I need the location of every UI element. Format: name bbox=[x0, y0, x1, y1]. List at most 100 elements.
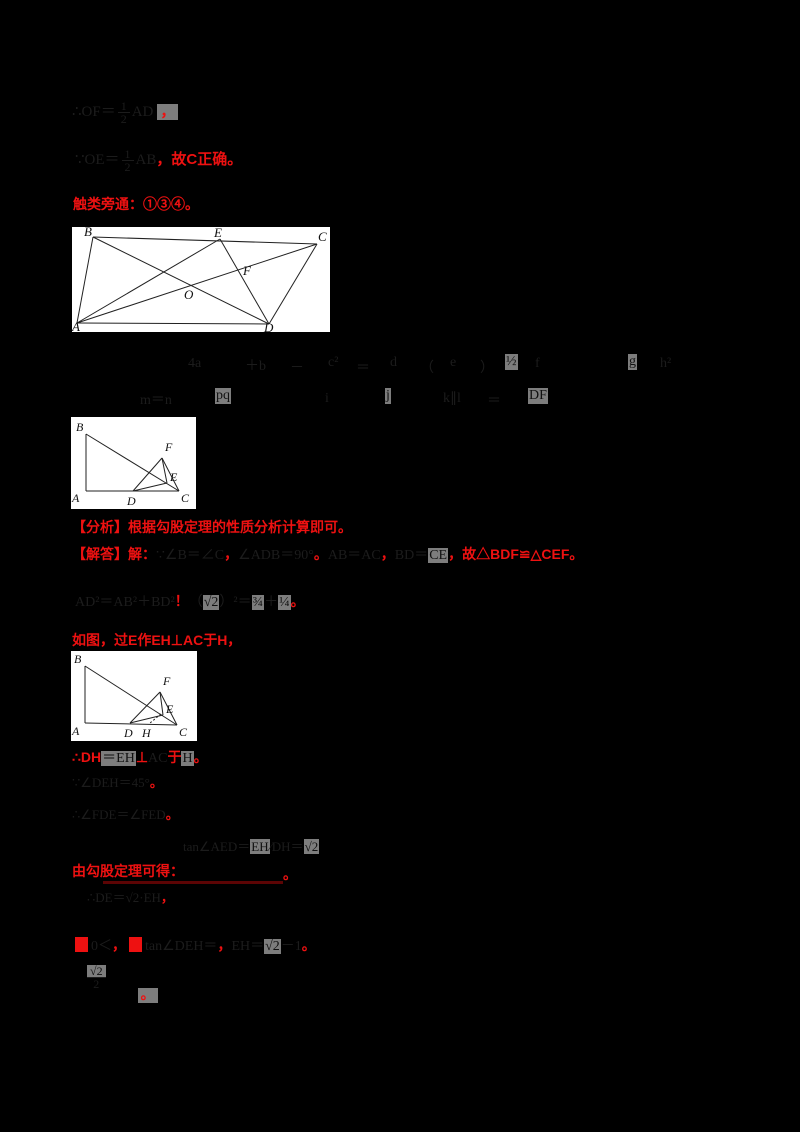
red-period-mark: 。 bbox=[283, 866, 297, 882]
vertex-label-F: F bbox=[242, 263, 252, 278]
vertex-label-D: D bbox=[123, 726, 133, 740]
vertex-label-C: C bbox=[318, 229, 327, 244]
vertex-label-D: D bbox=[126, 494, 136, 508]
text-segment: ∴DH bbox=[72, 749, 102, 765]
text-segment: ¼ bbox=[278, 595, 291, 610]
red-block-char bbox=[75, 937, 88, 952]
faint-line-3: ∴DE＝√2·EH， bbox=[87, 890, 174, 906]
text-segment: AC bbox=[148, 751, 168, 766]
scatter-formula-fragment: （ bbox=[420, 361, 434, 376]
scatter-formula-fragment: － bbox=[290, 361, 304, 376]
vertex-label-A: A bbox=[72, 319, 80, 332]
text-segment: ¾ bbox=[251, 595, 265, 610]
vertex-label-O: O bbox=[184, 287, 194, 302]
text-segment: √2 bbox=[202, 595, 220, 610]
vertex-label-F: F bbox=[162, 674, 171, 688]
text-segment: ）²＝ bbox=[219, 595, 252, 610]
vertex-label-C: C bbox=[179, 725, 188, 739]
text-segment: BD＝ bbox=[394, 548, 429, 563]
scatter-formula-fragment: i bbox=[325, 391, 329, 406]
text-segment: ∠ADB＝90° bbox=[238, 548, 314, 563]
text-segment: ， bbox=[160, 890, 174, 905]
text-segment: ！ bbox=[174, 593, 189, 609]
text-segment: ∕DH＝ bbox=[269, 839, 304, 854]
text-segment: ， bbox=[217, 937, 232, 953]
scatter-formula-fragment: ½ bbox=[505, 354, 518, 370]
right-triangle-diagram-1: B F E A D C bbox=[71, 420, 190, 508]
text-segment: （ bbox=[188, 595, 203, 610]
text-segment: √2 bbox=[303, 839, 320, 854]
formula-line-3: AD²＝AB²＋BD²！（√2）²＝¾＋¼。 bbox=[75, 593, 305, 612]
scatter-formula-fragment: k∥l bbox=[443, 391, 461, 406]
vertex-label-B: B bbox=[76, 420, 84, 434]
fraction-denominator: 2 bbox=[120, 112, 127, 126]
scatter-formula-fragment: ＝ bbox=[487, 394, 501, 409]
text-segment: √2 bbox=[264, 939, 281, 954]
formula-text: ∵OE＝ bbox=[75, 151, 120, 168]
text-segment: 0＜ bbox=[91, 939, 112, 954]
fraction-numerator: √2 bbox=[87, 965, 106, 978]
text-segment: ， bbox=[380, 546, 395, 562]
right-triangle-figure-2: B F E A D H C bbox=[71, 651, 197, 741]
text-segment: ， bbox=[448, 546, 463, 562]
text-segment: 。 bbox=[290, 593, 305, 609]
red-conclusion-text: ，故C正确。 bbox=[156, 150, 243, 168]
vertex-label-E: E bbox=[169, 470, 178, 484]
text-segment: 故△BDF≌△CEF bbox=[462, 546, 570, 562]
scatter-formula-fragment: m＝n bbox=[140, 393, 172, 408]
text-segment: 于 bbox=[167, 749, 182, 765]
text-segment: ∴DE＝√2·EH bbox=[87, 890, 161, 905]
scatter-formula-fragment: d bbox=[390, 355, 397, 370]
dark-red-underline-rule bbox=[103, 881, 283, 884]
scatter-formula-fragment: c² bbox=[328, 355, 339, 370]
text-segment: 。 bbox=[301, 937, 316, 953]
scatter-formula-fragment: j bbox=[385, 388, 391, 404]
text-segment: 。 bbox=[165, 807, 179, 822]
text-segment: 。 bbox=[313, 546, 328, 562]
formula-text: AB bbox=[135, 151, 157, 168]
scatter-formula-fragment: DF bbox=[528, 388, 548, 404]
faint-line-2: ∴∠FDE＝∠FED。 bbox=[72, 807, 179, 823]
fraction-denominator: 2 bbox=[93, 977, 100, 991]
red-heading-line: 触类旁通：①③④。 bbox=[73, 196, 199, 215]
formula-text: AD bbox=[131, 103, 154, 120]
text-segment: 【分析】根据勾股定理的性质分析计算即可。 bbox=[72, 519, 352, 535]
fraction-numerator: 1 bbox=[117, 100, 130, 113]
text-segment: H bbox=[181, 751, 194, 766]
analysis-line: 【分析】根据勾股定理的性质分析计算即可。 bbox=[72, 519, 352, 538]
vertex-label-D: D bbox=[263, 320, 274, 332]
text-segment: tan∠DEH＝ bbox=[145, 939, 218, 954]
text-segment: tan∠AED＝ bbox=[183, 839, 251, 854]
formula-line-2: ∵OE＝ 1 2 AB，故C正确。 bbox=[75, 148, 242, 173]
text-segment: EH bbox=[250, 839, 270, 854]
red-period-highlight: 。 bbox=[137, 987, 158, 1003]
text-segment: 由勾股定理可得： bbox=[72, 863, 184, 879]
red-block-char bbox=[129, 937, 142, 952]
text-segment: ∵∠DEH＝45° bbox=[72, 775, 150, 790]
vertex-label-C: C bbox=[181, 491, 190, 505]
text-segment: EH＝ bbox=[231, 939, 265, 954]
fraction-denominator: 2 bbox=[124, 160, 131, 174]
right-triangle-diagram-2: B F E A D H C bbox=[71, 652, 188, 740]
vertex-label-A: A bbox=[71, 724, 80, 738]
scatter-formula-fragment: ） bbox=[480, 361, 494, 376]
text-segment: 如图，过E作EH⊥AC于H， bbox=[72, 632, 242, 648]
parallelogram-diagram: B E C F O A D bbox=[72, 227, 327, 332]
scatter-formula-fragment: ＋b bbox=[245, 359, 266, 374]
final-mixed-line: 0＜， tan∠DEH＝，EH＝√2－1。 bbox=[72, 937, 316, 956]
red-statement-line: 由勾股定理可得： bbox=[72, 863, 184, 882]
text-segment: ⊥ bbox=[135, 749, 149, 765]
scatter-formula-fragment: f bbox=[535, 356, 540, 371]
vertex-label-B: B bbox=[84, 227, 92, 239]
text-segment: 【解答】解： bbox=[72, 546, 156, 562]
scatter-formula-fragment: 4a bbox=[188, 356, 202, 371]
construction-line: 如图，过E作EH⊥AC于H， bbox=[72, 632, 241, 651]
scatter-formula-fragment: e bbox=[450, 355, 457, 370]
text-segment: 触类旁通：①③④。 bbox=[73, 196, 199, 212]
red-comma-highlight: ， bbox=[157, 103, 179, 120]
text-segment: ＝EH bbox=[101, 751, 136, 766]
text-segment: ， bbox=[224, 546, 239, 562]
